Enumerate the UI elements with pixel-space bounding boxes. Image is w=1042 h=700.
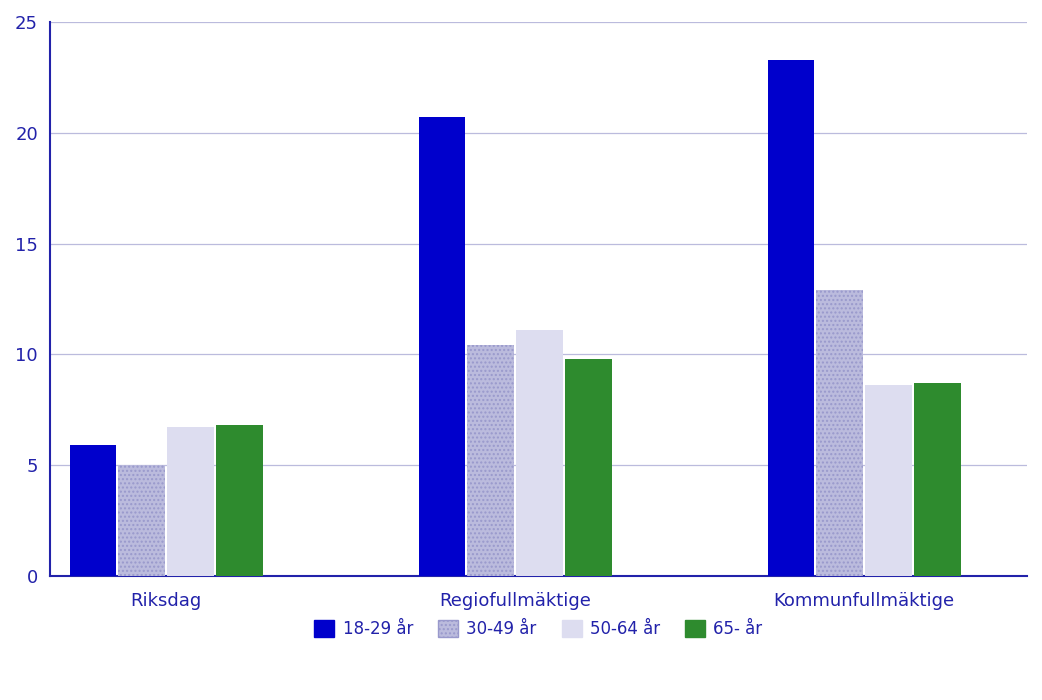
Bar [70,445,116,576]
Bar [865,385,912,576]
Bar [565,359,612,576]
Bar [119,465,165,576]
Bar [516,330,563,576]
Bar [468,346,514,576]
Bar [914,383,961,576]
Bar [817,290,863,576]
Bar [216,425,263,576]
Bar [419,118,465,576]
Bar [168,428,214,576]
Legend: 18-29 år, 30-49 år, 50-64 år, 65- år: 18-29 år, 30-49 år, 50-64 år, 65- år [307,614,769,645]
Bar [768,60,814,576]
